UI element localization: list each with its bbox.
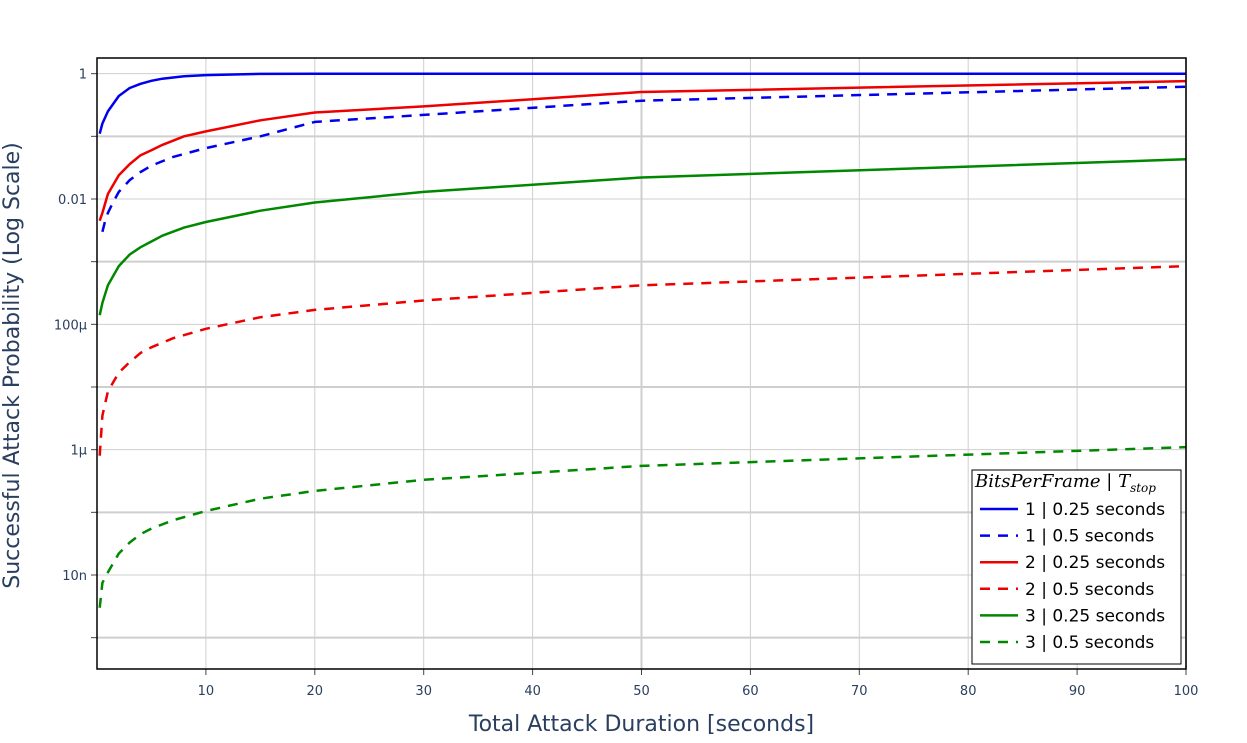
x-axis-title: Total Attack Duration [seconds] bbox=[468, 712, 814, 737]
legend-label-5: 3 | 0.25 seconds bbox=[1025, 606, 1165, 626]
x-tick-label: 100 bbox=[1174, 684, 1199, 699]
series-line-6 bbox=[98, 445, 1187, 608]
y-axis-ticks: 1 0.01 100μ 1μ 10n bbox=[54, 68, 87, 584]
plot-area-border bbox=[96, 57, 1187, 670]
legend-items: 1 | 0.25 seconds 1 | 0.5 seconds 2 | 0.25 … bbox=[980, 500, 1165, 653]
series-line-2 bbox=[101, 85, 1187, 233]
y-tick-label: 1 bbox=[79, 68, 87, 83]
x-tick-label: 10 bbox=[198, 684, 215, 699]
legend-label-3: 2 | 0.25 seconds bbox=[1025, 553, 1165, 573]
series-line-4 bbox=[98, 264, 1187, 456]
x-tick-label: 40 bbox=[524, 684, 541, 699]
y-tick-label: 10n bbox=[62, 569, 87, 584]
series-lines bbox=[98, 72, 1187, 608]
series-line-1 bbox=[98, 72, 1186, 135]
legend-label-2: 1 | 0.5 seconds bbox=[1025, 527, 1154, 547]
legend-box bbox=[971, 469, 1182, 665]
legend-title: BitsPerFrame | Tstop bbox=[974, 471, 1156, 495]
y-tick-label: 100μ bbox=[54, 318, 87, 333]
legend-label-4: 2 | 0.5 seconds bbox=[1025, 580, 1154, 600]
x-tick-label: 20 bbox=[307, 684, 324, 699]
series-line-5 bbox=[98, 158, 1187, 316]
x-tick-label: 50 bbox=[633, 684, 650, 699]
x-tick-label: 80 bbox=[960, 684, 977, 699]
y-axis-title: Successful Attack Probability (Log Scale… bbox=[0, 142, 25, 589]
legend-title-subscript: stop bbox=[1130, 481, 1156, 495]
legend-label-1: 1 | 0.25 seconds bbox=[1025, 500, 1165, 520]
x-tick-label: 60 bbox=[742, 684, 759, 699]
y-tick-label: 0.01 bbox=[58, 193, 87, 208]
y-tick-label: 1μ bbox=[70, 444, 87, 459]
x-tick-label: 30 bbox=[415, 684, 432, 699]
x-axis-ticks: 10 20 30 40 50 60 70 80 90 100 bbox=[198, 684, 1199, 699]
x-tick-label: 90 bbox=[1069, 684, 1086, 699]
x-tick-label: 70 bbox=[851, 684, 868, 699]
series-line-3 bbox=[98, 79, 1187, 222]
legend-title-main: BitsPerFrame | T bbox=[974, 471, 1132, 492]
legend-label-6: 3 | 0.5 seconds bbox=[1025, 633, 1154, 653]
